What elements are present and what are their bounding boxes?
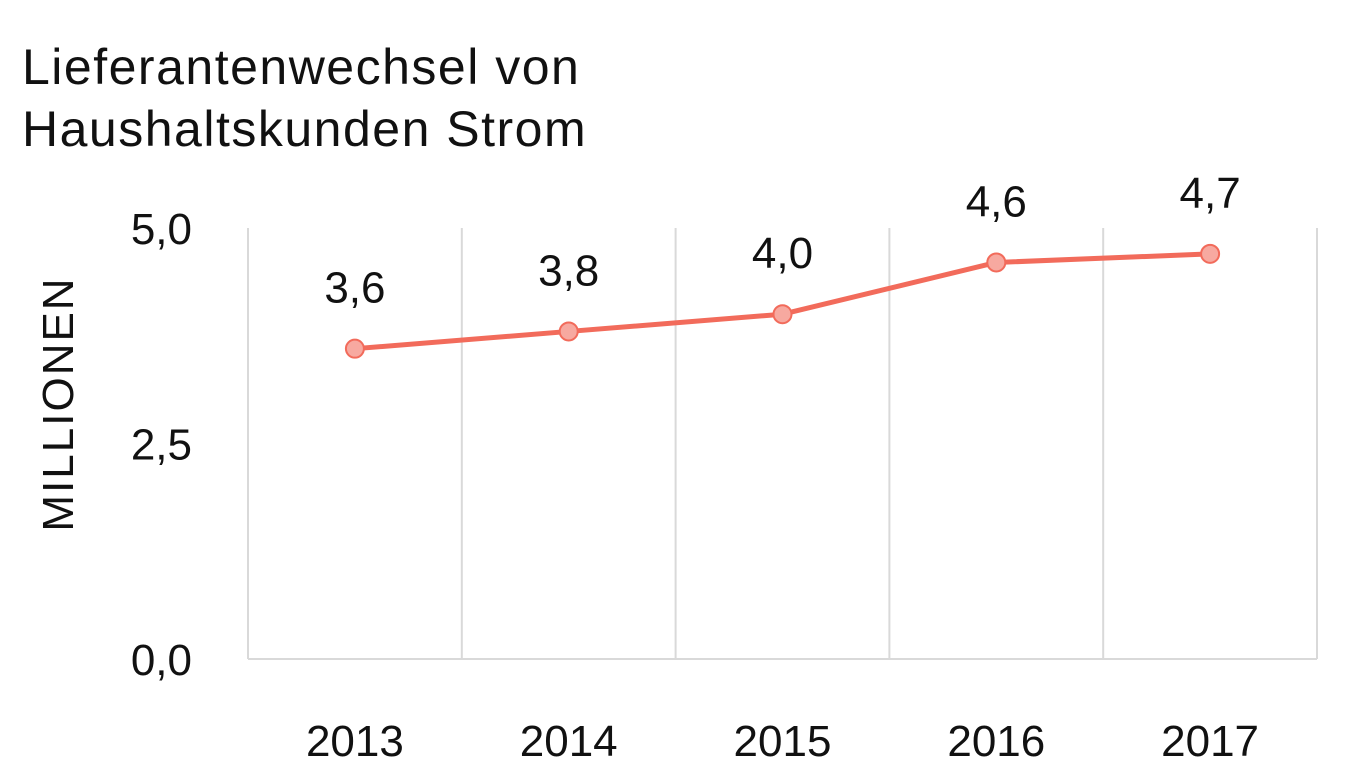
data-label: 3,8 — [538, 246, 599, 295]
x-axis-ticks: 2013 2014 2015 2016 2017 — [306, 717, 1259, 766]
data-point — [1200, 243, 1221, 264]
chart-title-line-2: Haushaltskunden Strom — [22, 101, 588, 157]
y-tick-label: 0,0 — [131, 636, 192, 685]
x-tick-label: 2017 — [1161, 717, 1259, 766]
data-point — [772, 304, 793, 325]
x-tick-label: 2014 — [520, 717, 618, 766]
data-labels: 3,6 3,8 4,0 4,6 4,7 — [324, 169, 1240, 313]
y-tick-label: 2,5 — [131, 421, 192, 470]
gridlines — [247, 228, 1318, 660]
y-tick-label: 5,0 — [131, 205, 192, 254]
x-tick-label: 2015 — [734, 717, 832, 766]
data-label: 3,6 — [324, 264, 385, 313]
y-axis-ticks: 0,0 2,5 5,0 — [131, 205, 192, 685]
data-label: 4,0 — [752, 229, 813, 278]
x-tick-label: 2013 — [306, 717, 404, 766]
data-point — [344, 338, 365, 359]
series-group — [344, 243, 1221, 359]
data-point — [986, 252, 1007, 273]
y-axis-title: MILLIONEN — [34, 276, 83, 531]
data-label: 4,7 — [1180, 169, 1241, 218]
chart-title-line-1: Lieferantenwechsel von — [22, 39, 581, 95]
data-point — [558, 321, 579, 342]
chart-title: Lieferantenwechsel von Haushaltskunden S… — [22, 36, 587, 160]
data-label: 4,6 — [966, 177, 1027, 226]
x-tick-label: 2016 — [947, 717, 1045, 766]
